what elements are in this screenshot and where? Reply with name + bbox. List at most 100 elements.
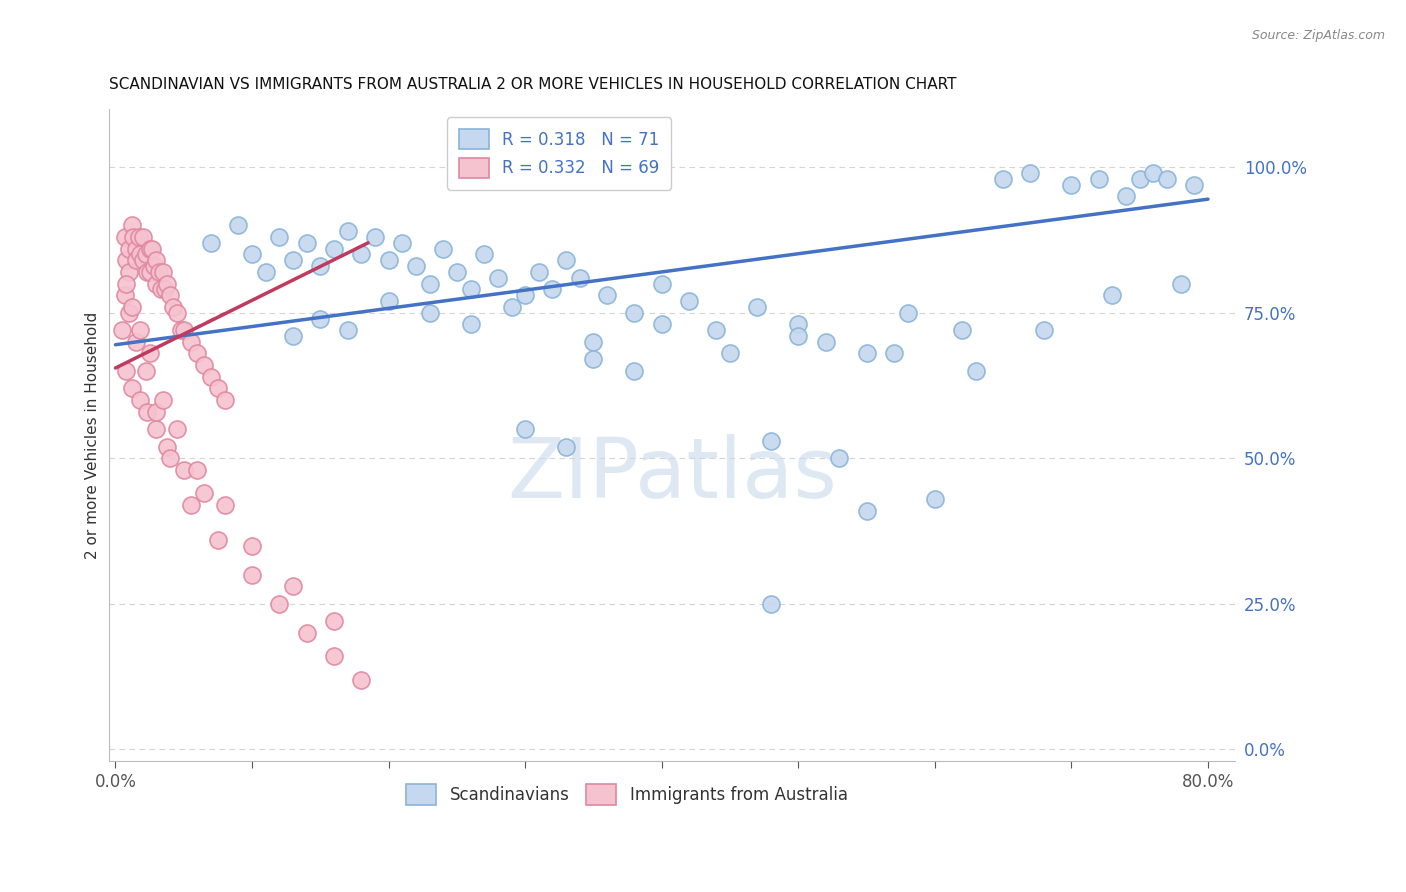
Point [115,253,138,268]
Point [515,288,537,302]
Point [515,422,537,436]
Point [1060,178,1083,192]
Point [240,567,263,582]
Point [173,323,195,337]
Point [153,282,176,296]
Point [240,539,263,553]
Point [129,323,152,337]
Point [678,293,700,308]
Point [419,277,441,291]
Point [156,277,179,291]
Point [240,247,263,261]
Point [269,230,291,244]
Point [186,463,208,477]
Point [152,265,174,279]
Point [568,270,591,285]
Point [145,277,167,291]
Point [541,282,564,296]
Point [214,392,236,407]
Point [1101,288,1123,302]
Point [125,334,148,349]
Point [141,242,163,256]
Point [132,230,155,244]
Legend: Scandinavians, Immigrants from Australia: Scandinavians, Immigrants from Australia [399,778,855,812]
Point [152,392,174,407]
Point [814,334,837,349]
Point [460,318,482,332]
Point [129,247,152,261]
Point [162,300,184,314]
Point [111,323,134,337]
Point [350,673,373,687]
Point [1170,277,1192,291]
Point [281,329,304,343]
Point [193,358,215,372]
Point [623,364,645,378]
Point [295,626,318,640]
Point [950,323,973,337]
Point [156,440,179,454]
Text: Source: ZipAtlas.com: Source: ZipAtlas.com [1251,29,1385,42]
Point [787,318,810,332]
Point [350,247,373,261]
Point [281,253,304,268]
Point [323,615,346,629]
Point [623,306,645,320]
Point [432,242,454,256]
Point [134,364,156,378]
Point [180,498,202,512]
Point [1142,166,1164,180]
Point [180,334,202,349]
Point [200,235,222,250]
Point [391,235,413,250]
Point [472,247,495,261]
Point [115,277,138,291]
Text: SCANDINAVIAN VS IMMIGRANTS FROM AUSTRALIA 2 OR MORE VEHICLES IN HOUSEHOLD CORREL: SCANDINAVIAN VS IMMIGRANTS FROM AUSTRALI… [108,78,956,93]
Point [121,300,143,314]
Point [138,242,160,256]
Point [336,323,359,337]
Point [718,346,741,360]
Point [114,230,136,244]
Point [125,253,148,268]
Point [122,230,145,244]
Point [134,247,156,261]
Point [446,265,468,279]
Point [501,300,523,314]
Point [1115,189,1137,203]
Point [759,597,782,611]
Point [787,329,810,343]
Point [173,463,195,477]
Point [1033,323,1056,337]
Point [364,230,387,244]
Point [704,323,727,337]
Point [377,253,399,268]
Point [166,422,188,436]
Point [419,306,441,320]
Point [405,259,427,273]
Point [138,346,160,360]
Point [129,392,152,407]
Point [254,265,277,279]
Point [582,352,605,367]
Point [1087,171,1109,186]
Point [159,288,181,302]
Point [138,265,160,279]
Point [207,381,229,395]
Point [486,270,509,285]
Point [1129,171,1152,186]
Point [309,259,332,273]
Point [896,306,918,320]
Point [132,253,155,268]
Point [121,219,143,233]
Point [269,597,291,611]
Point [170,323,193,337]
Point [651,318,673,332]
Point [596,288,619,302]
Point [115,364,138,378]
Point [965,364,987,378]
Y-axis label: 2 or more Vehicles in Household: 2 or more Vehicles in Household [86,311,100,558]
Point [207,533,229,547]
Point [883,346,905,360]
Point [582,334,605,349]
